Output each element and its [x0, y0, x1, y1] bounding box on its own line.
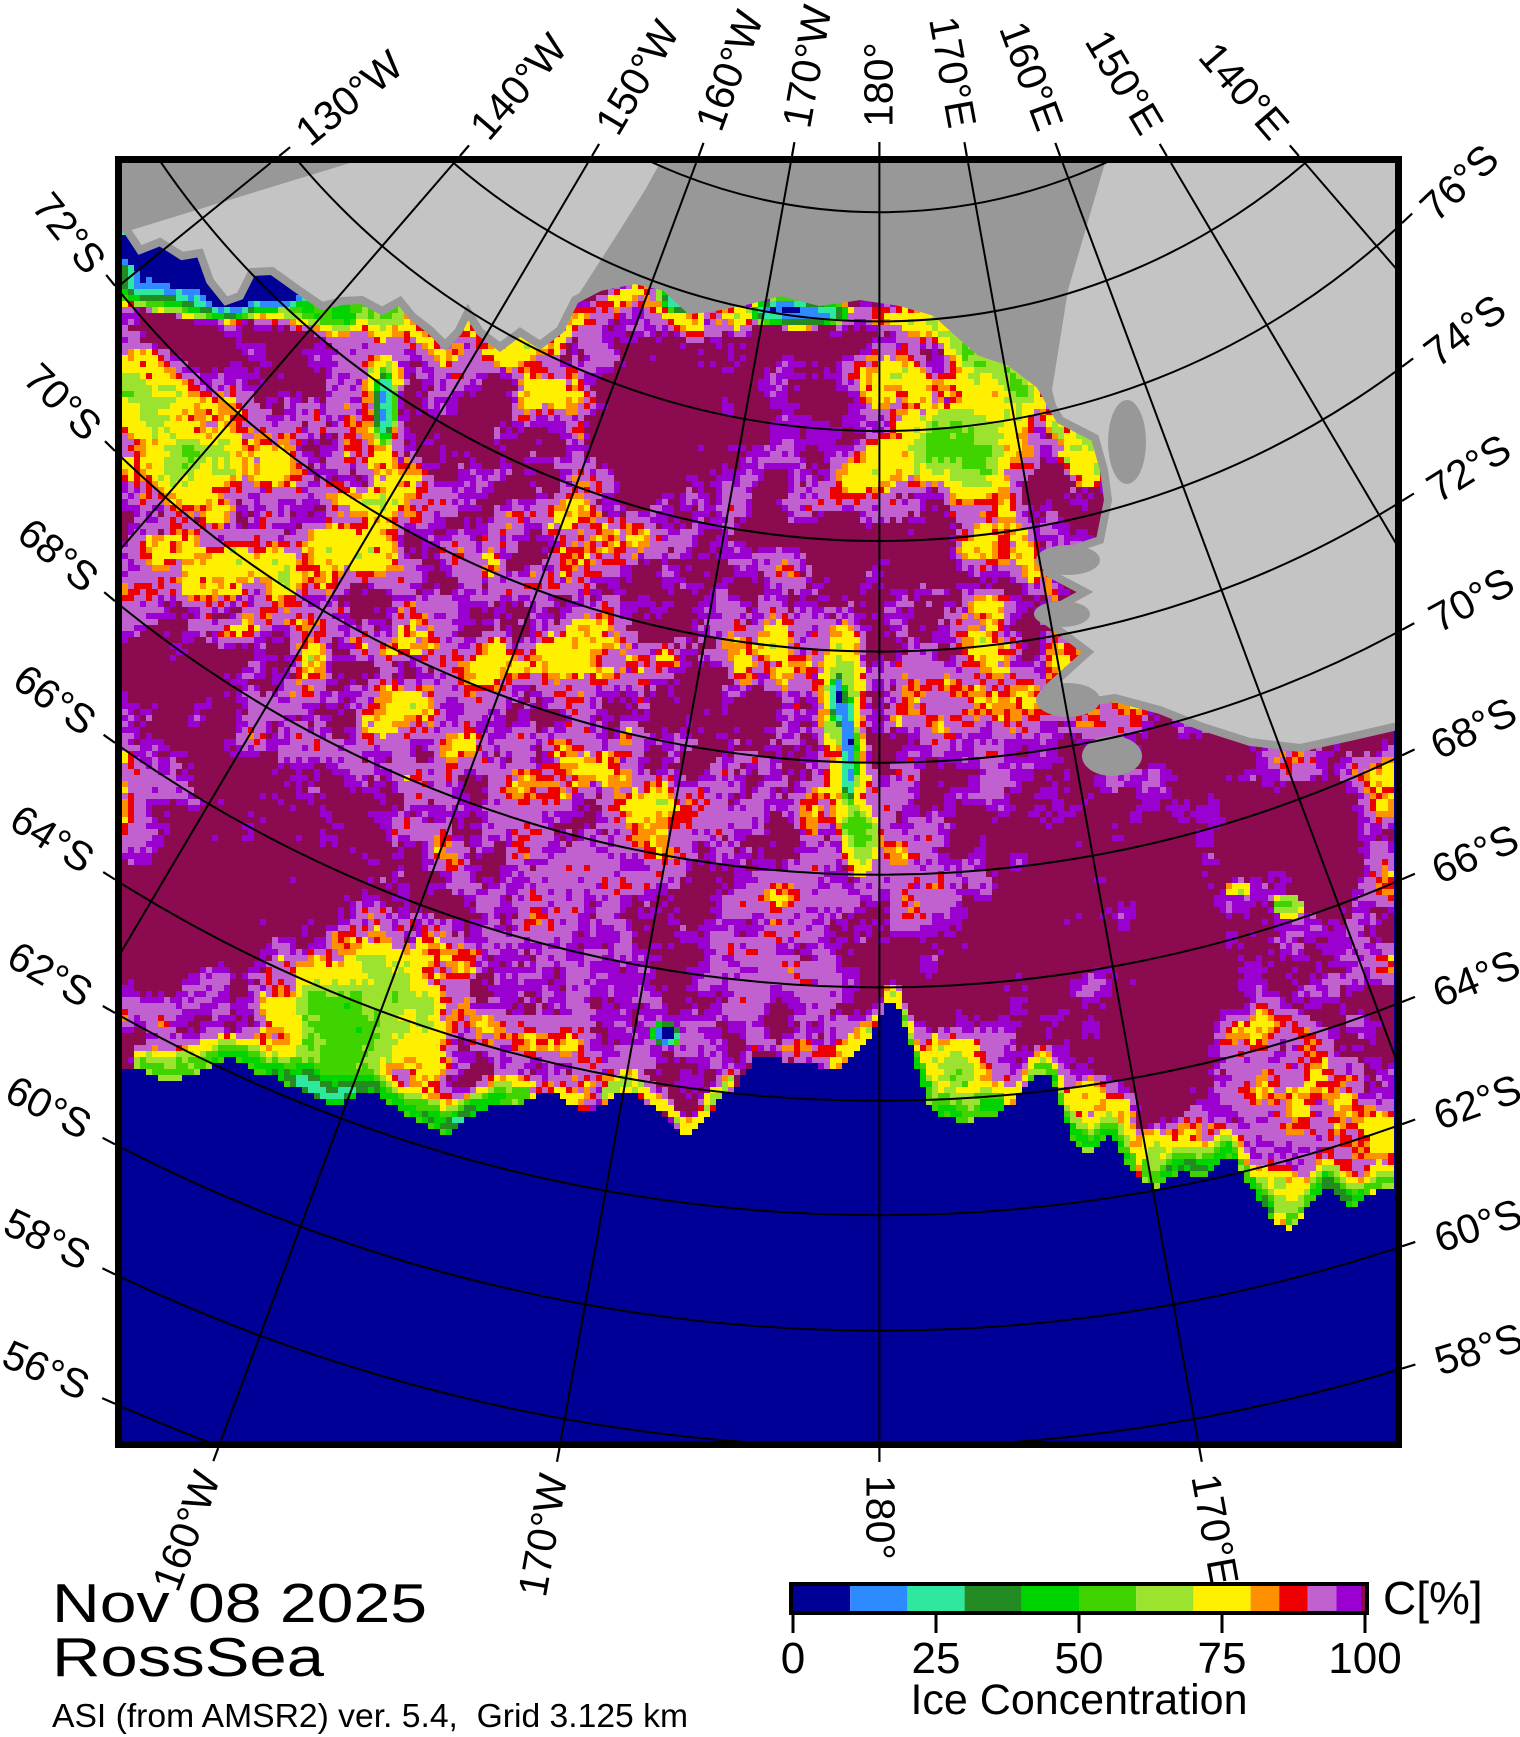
svg-text:25: 25	[912, 1634, 961, 1683]
svg-text:75: 75	[1198, 1634, 1247, 1683]
svg-text:50: 50	[1055, 1634, 1104, 1683]
svg-text:Ice Concentration: Ice Concentration	[910, 1676, 1247, 1724]
svg-text:100: 100	[1328, 1634, 1401, 1683]
svg-text:0: 0	[781, 1634, 805, 1683]
svg-text:180°: 180°	[855, 42, 901, 127]
svg-text:ASI (from AMSR2) ver. 5.4, Gr: ASI (from AMSR2) ver. 5.4, Grid 3.125 km	[52, 1697, 688, 1734]
svg-text:180°: 180°	[857, 1475, 903, 1560]
svg-text:RossSea: RossSea	[52, 1626, 324, 1688]
svg-text:C[%]: C[%]	[1383, 1572, 1483, 1624]
svg-text:Nov 08 2025: Nov 08 2025	[52, 1572, 427, 1634]
